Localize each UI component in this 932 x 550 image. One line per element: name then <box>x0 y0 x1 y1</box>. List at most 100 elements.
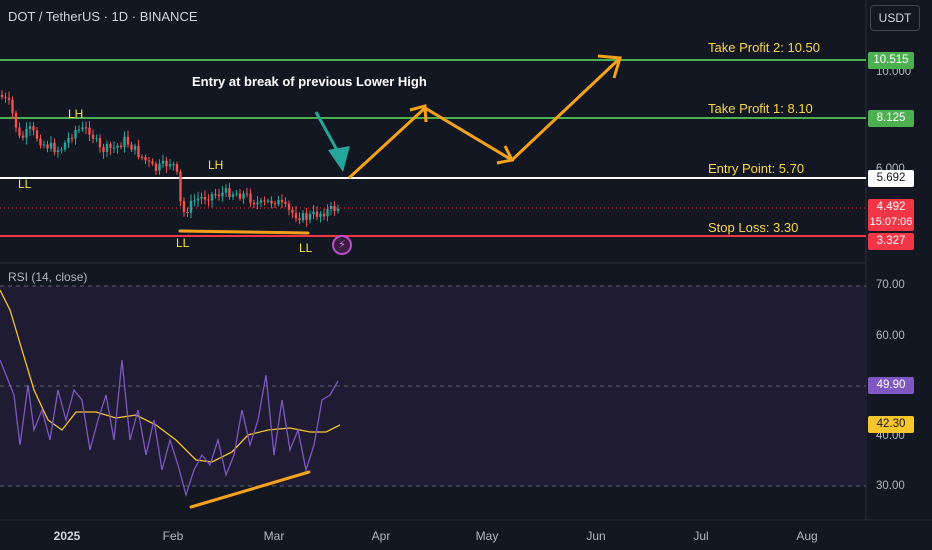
last-price-value: 4.492 <box>876 201 906 213</box>
candle-body <box>200 196 203 199</box>
candle-body <box>91 134 95 139</box>
candle-body <box>182 201 186 213</box>
candle-body <box>319 213 322 217</box>
candle-body <box>105 144 109 152</box>
candle-body <box>252 202 256 205</box>
candle-body <box>259 200 263 203</box>
rsi-lines-group <box>0 289 341 498</box>
candle-body <box>151 161 154 164</box>
time-label-feb: Feb <box>162 529 184 543</box>
candle-body <box>238 193 242 199</box>
candle-body <box>7 97 11 100</box>
wave-label-ll-2: LL <box>176 236 190 250</box>
candle-body <box>39 138 42 146</box>
stop-price-tag: 3.327 <box>868 233 914 250</box>
candle-body <box>98 138 102 148</box>
time-label-mar: Mar <box>263 529 285 543</box>
rsi-indicator-label[interactable]: RSI (14, close) <box>8 270 88 284</box>
price-divergence-line <box>178 229 310 235</box>
candle-body <box>60 149 63 151</box>
candle-body <box>231 194 235 197</box>
candle-body <box>287 203 291 210</box>
candle-body <box>210 194 214 201</box>
candles-group <box>0 90 340 227</box>
rsi-tick: 70.00 <box>876 279 905 291</box>
candle-body <box>28 126 32 130</box>
time-label-aug: Aug <box>796 529 818 543</box>
entry-price-tag: 5.692 <box>868 170 914 187</box>
time-label-jun: Jun <box>586 529 606 543</box>
time-label-apr: Apr <box>371 529 391 543</box>
candle-body <box>119 145 123 148</box>
candle-body <box>35 130 39 139</box>
candle-body <box>95 138 98 140</box>
candle-body <box>207 199 210 201</box>
candle-body <box>322 213 326 217</box>
candle-body <box>123 136 126 148</box>
candle-body <box>74 129 77 139</box>
candle-body <box>263 200 266 202</box>
candle-body <box>116 145 119 148</box>
wave-label-lh-2: LH <box>208 158 224 172</box>
candle-body <box>11 99 14 113</box>
candle-body <box>186 212 189 214</box>
candle-body <box>193 200 196 202</box>
candle-body <box>126 136 130 145</box>
candle-body <box>84 127 88 129</box>
candle-countdown: 15:07:06 <box>869 216 913 228</box>
candle-body <box>133 145 137 150</box>
candle-body <box>298 218 301 221</box>
candle-body <box>189 200 193 213</box>
candle-body <box>112 147 116 149</box>
teal-arrow-shaft <box>314 111 339 151</box>
candle-body <box>81 127 84 130</box>
candle-body <box>161 160 165 164</box>
rsi-ma-value-tag: 42.30 <box>868 416 914 433</box>
candle-body <box>301 213 305 221</box>
candle-body <box>18 127 21 136</box>
candle-body <box>214 194 217 196</box>
candle-body <box>158 163 161 171</box>
candle-body <box>224 188 228 193</box>
rsi-ma-line <box>0 289 341 463</box>
candle-body <box>228 188 231 197</box>
candle-body <box>109 144 112 149</box>
candle-body <box>308 214 312 220</box>
candle-body <box>217 194 221 197</box>
symbol-header[interactable]: DOT / TetherUS · 1D · BINANCE <box>8 9 198 24</box>
price-tick: 10.000 <box>876 66 912 78</box>
candle-body <box>147 160 151 162</box>
candle-body <box>63 142 67 150</box>
stop-loss-label: Stop Loss: 3.30 <box>708 220 799 235</box>
candle-body <box>21 135 25 138</box>
candle-body <box>130 144 133 150</box>
candle-body <box>137 145 140 157</box>
candle-body <box>140 156 144 158</box>
candle-body <box>4 96 7 98</box>
rsi-tick: 60.00 <box>876 330 905 342</box>
candle-body <box>102 147 105 152</box>
candle-body <box>256 202 259 205</box>
candle-body <box>32 126 35 131</box>
projection-arrowhead-2 <box>496 145 515 165</box>
candle-body <box>221 192 224 197</box>
candle-body <box>277 200 280 205</box>
wave-label-ll-1: LL <box>18 177 32 191</box>
currency-button[interactable]: USDT <box>870 5 920 31</box>
candle-body <box>249 193 252 203</box>
candle-body <box>172 164 175 166</box>
projection-path <box>347 58 620 180</box>
entry-note: Entry at break of previous Lower High <box>192 74 427 89</box>
candle-body <box>49 142 53 149</box>
candle-body <box>154 163 158 171</box>
candle-body <box>165 160 168 167</box>
candle-body <box>67 137 70 143</box>
candle-body <box>14 112 18 128</box>
rsi-tick: 40.00 <box>876 430 905 442</box>
candle-body <box>326 209 329 217</box>
lightning-icon[interactable]: ⚡ <box>332 235 352 255</box>
candle-body <box>312 211 315 215</box>
candle-body <box>77 129 81 131</box>
